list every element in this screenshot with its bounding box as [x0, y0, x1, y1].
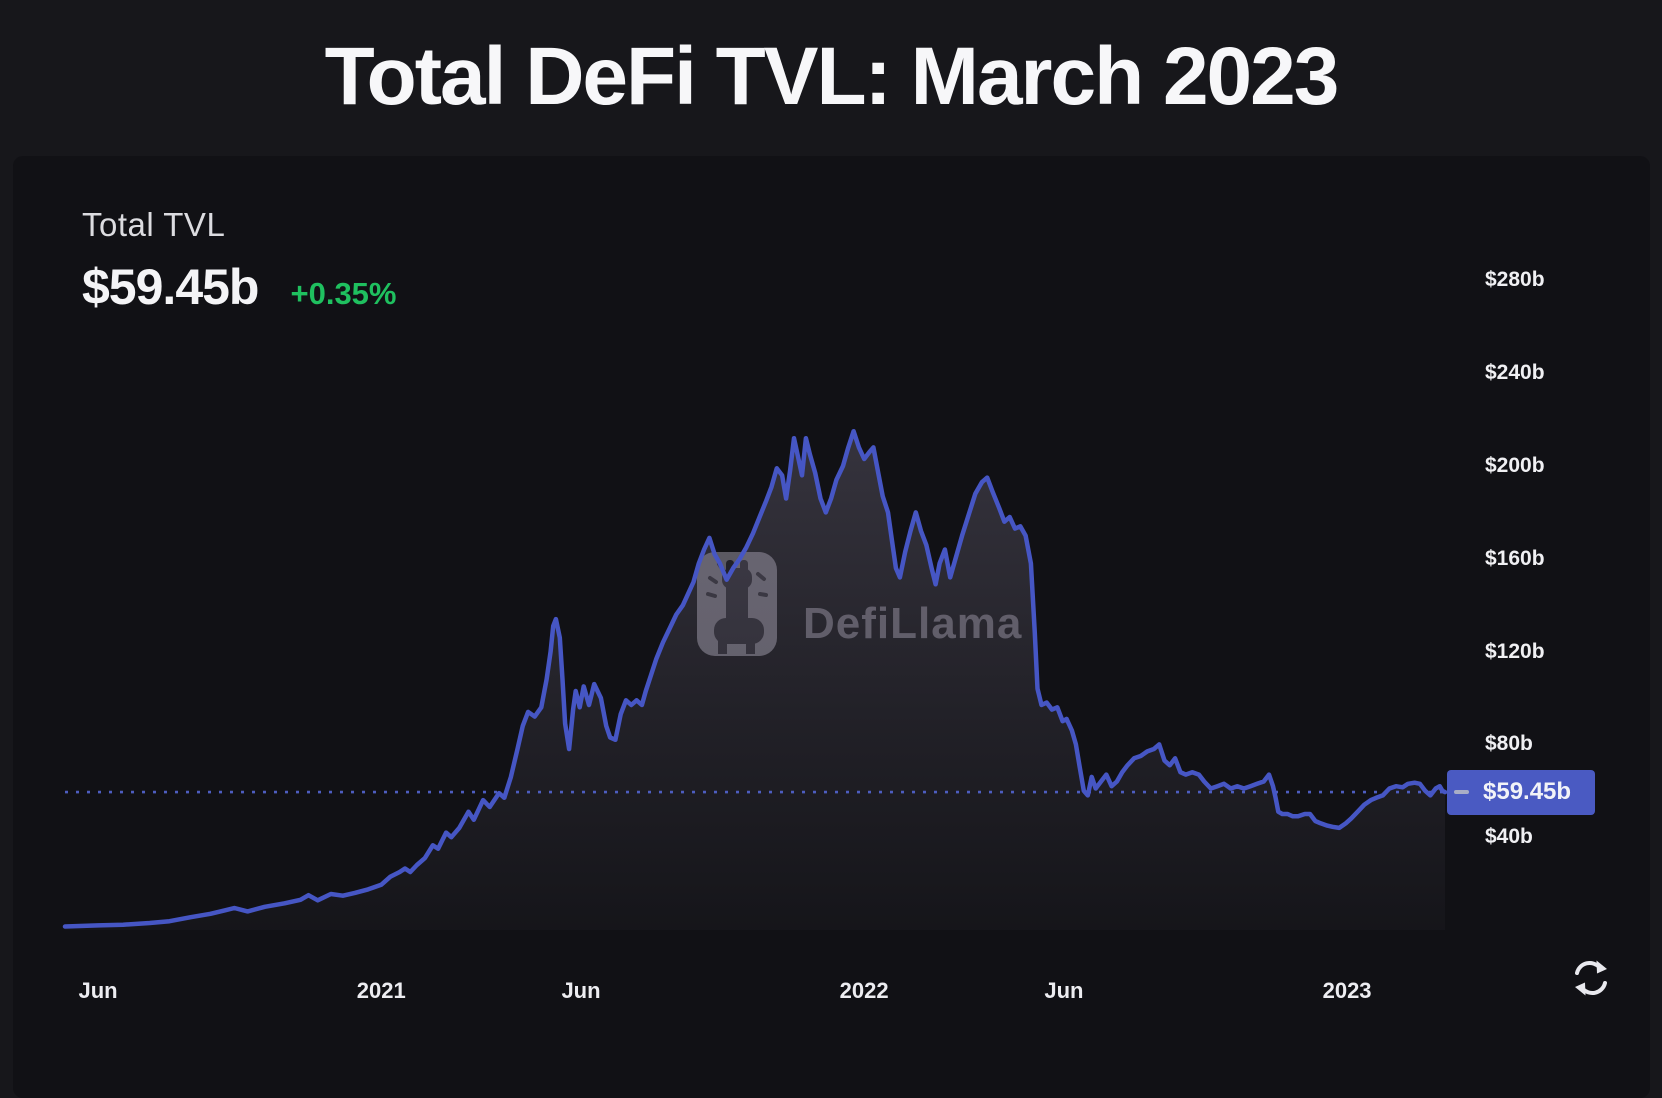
y-axis-label: $120b [1485, 639, 1545, 663]
y-axis-label: $160b [1485, 546, 1545, 570]
tvl-change-percent: +0.35% [290, 276, 397, 311]
y-axis-label: $280b [1485, 268, 1545, 292]
page-title: Total DeFi TVL: March 2023 [324, 31, 1340, 122]
x-axis-label: Jun [561, 978, 601, 1003]
y-axis-label: $40b [1485, 825, 1533, 849]
x-axis-label: Jun [1044, 978, 1084, 1003]
refresh-button[interactable] [1568, 956, 1614, 1002]
y-axis-label: $240b [1485, 361, 1545, 385]
tvl-chart-panel: Total TVL $59.45b +0.35% [13, 156, 1650, 1098]
y-axis-label: $80b [1485, 732, 1533, 756]
refresh-icon [1569, 960, 1613, 1003]
tvl-stats: Total TVL $59.45b +0.35% [82, 206, 397, 316]
tvl-area [65, 431, 1445, 930]
x-axis-label: 2021 [356, 978, 406, 1003]
current-value-label: $59.45b [1483, 778, 1572, 806]
total-tvl-label: Total TVL [82, 206, 226, 243]
total-tvl-value: $59.45b [82, 259, 259, 315]
current-value-badge: $59.45b [1447, 769, 1595, 815]
tvl-line [62, 428, 1448, 929]
x-axis-label: 2022 [839, 978, 889, 1003]
axis-tick-dash-icon [1454, 790, 1469, 795]
x-axis-label: Jun [78, 978, 118, 1003]
y-axis-label: $200b [1485, 454, 1545, 477]
x-axis-label: 2023 [1322, 978, 1372, 1003]
